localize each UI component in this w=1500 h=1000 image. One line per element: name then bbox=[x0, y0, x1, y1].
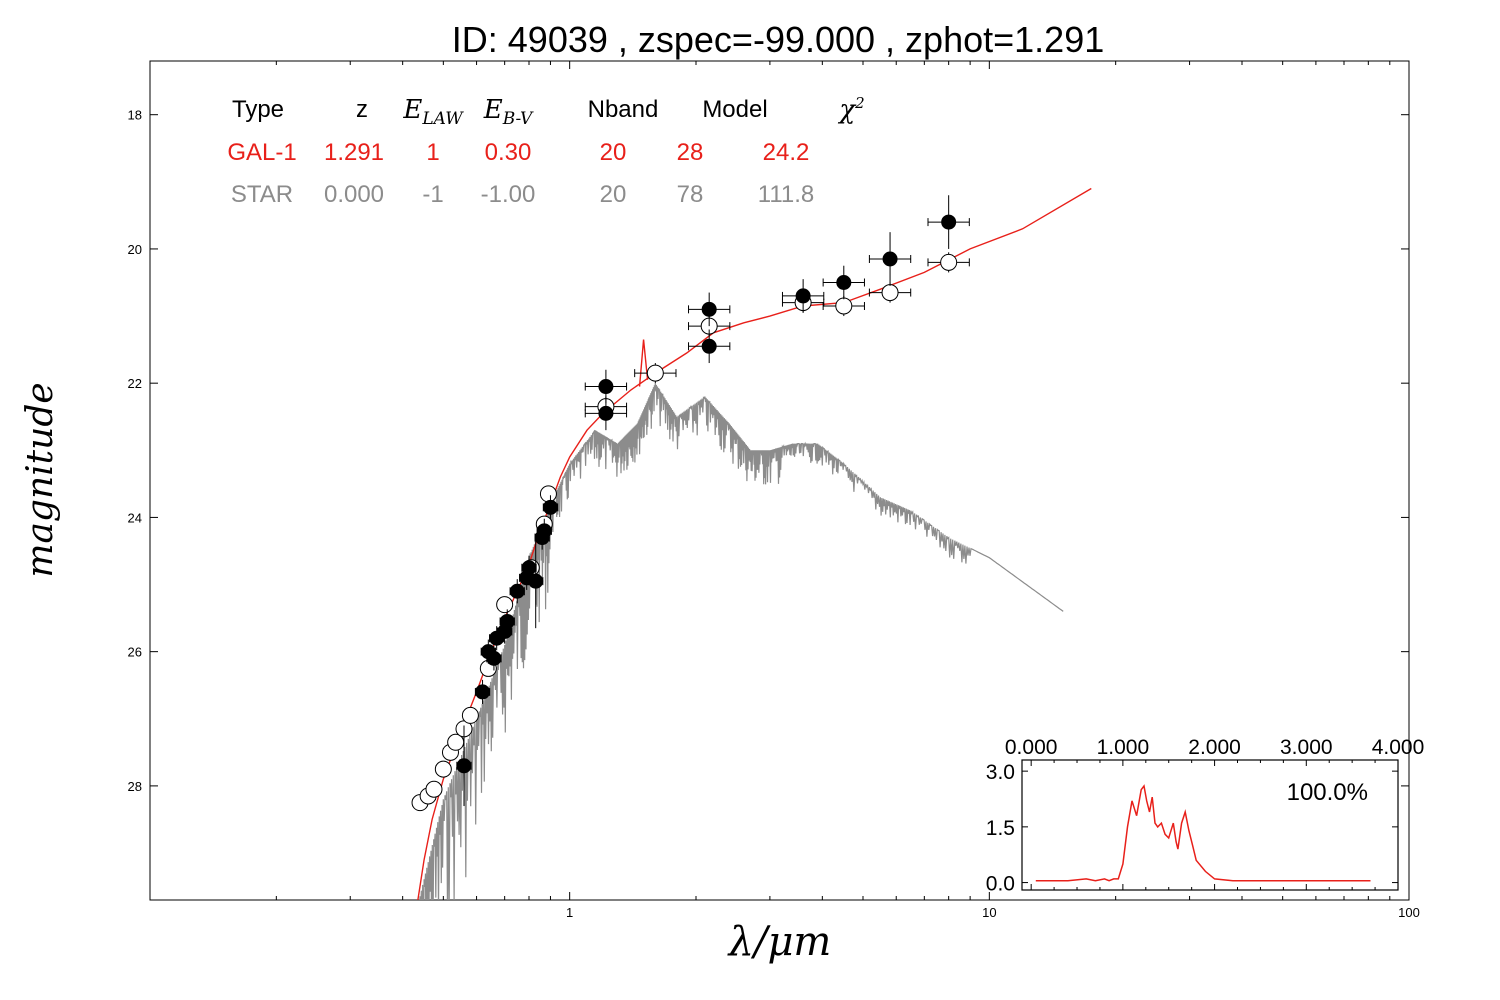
observed-magnitude-point bbox=[475, 684, 491, 700]
model-magnitude-point bbox=[434, 760, 452, 778]
observed-magnitude-point bbox=[509, 583, 525, 599]
legend-cell: -1 bbox=[422, 181, 443, 208]
model-magnitude-point bbox=[425, 780, 443, 798]
legend-cell: 24.2 bbox=[763, 139, 810, 166]
y-tick-label: 22 bbox=[128, 376, 142, 391]
legend-header-ebv: EB-V bbox=[483, 95, 534, 129]
legend-header-nband: Nband bbox=[588, 96, 659, 123]
legend-cell: -1.00 bbox=[481, 181, 536, 208]
legend-cell: 20 bbox=[600, 181, 627, 208]
pdz-inset-series bbox=[1035, 784, 1371, 882]
inset-x-tick-label: 3.000 bbox=[1280, 736, 1333, 759]
y-tick-label: 28 bbox=[128, 779, 142, 794]
main-plot-series bbox=[411, 187, 1092, 900]
model-magnitude-point bbox=[881, 284, 899, 302]
pdz-probability-label: 100.0% bbox=[1287, 779, 1368, 806]
legend-cell: GAL-1 bbox=[227, 139, 296, 166]
inset-y-tick-label: 0.0 bbox=[986, 873, 1015, 896]
observed-magnitude-point bbox=[836, 274, 852, 290]
observed-magnitude-point bbox=[701, 338, 717, 354]
observed-magnitude-point bbox=[882, 251, 898, 267]
x-tick-label: 1 bbox=[566, 905, 573, 920]
x-axis-label: λ/μm bbox=[727, 919, 832, 965]
observed-magnitude-point bbox=[536, 523, 552, 539]
model-magnitude-point bbox=[496, 596, 514, 614]
fit-legend-table: Type z ELAW EB-V Nband Model χ2 GAL-1 1.291 1 0.30… bbox=[227, 94, 864, 208]
figure-title: ID: 49039 , zspec=-99.000 , zphot=1.291 bbox=[452, 19, 1104, 60]
inset-y-tick-label: 1.5 bbox=[986, 817, 1015, 840]
legend-cell: 78 bbox=[677, 181, 704, 208]
legend-header-z: z bbox=[356, 96, 368, 123]
legend-cell: 0.30 bbox=[485, 139, 532, 166]
model-magnitude-point bbox=[646, 364, 664, 382]
observed-magnitude-point bbox=[456, 758, 472, 774]
inset-y-tick-label: 3.0 bbox=[986, 761, 1015, 784]
observed-magnitude-point bbox=[701, 301, 717, 317]
observed-magnitude-point bbox=[598, 405, 614, 421]
pdz-curve bbox=[1035, 784, 1371, 882]
observed-magnitude-point bbox=[941, 214, 957, 230]
x-tick-label: 10 bbox=[982, 905, 996, 920]
main-axis-ticks: 1 10 100 18 20 22 24 26 28 bbox=[128, 61, 1420, 920]
pdz-inset-frame bbox=[1021, 759, 1399, 891]
x-tick-label: 100 bbox=[1398, 905, 1420, 920]
observed-magnitude-point bbox=[598, 379, 614, 395]
y-tick-label: 18 bbox=[128, 108, 142, 123]
galaxy-template-line bbox=[417, 187, 1092, 900]
legend-cell: 0.000 bbox=[324, 181, 384, 208]
model-magnitude-point bbox=[461, 706, 479, 724]
y-axis-label: magnitude bbox=[20, 382, 61, 577]
legend-cell: 1 bbox=[426, 139, 439, 166]
legend-header-elaw: ELAW bbox=[402, 95, 464, 129]
observed-magnitude-point bbox=[528, 573, 544, 589]
inset-x-tick-label: 2.000 bbox=[1188, 736, 1241, 759]
legend-header-chi2: χ2 bbox=[837, 94, 864, 125]
y-tick-label: 24 bbox=[128, 510, 142, 525]
observed-magnitude-point bbox=[542, 499, 558, 515]
inset-x-tick-label: 1.000 bbox=[1097, 736, 1150, 759]
model-magnitude-point bbox=[539, 485, 557, 503]
star-template-line bbox=[419, 383, 1064, 900]
observed-magnitude-point bbox=[486, 650, 502, 666]
pdz-inset-ticks: 0.000 1.000 2.000 3.000 4.000 3.0 1.5 0.0 bbox=[986, 736, 1424, 896]
galaxy-emission-line bbox=[638, 339, 649, 387]
legend-cell: 111.8 bbox=[758, 181, 815, 208]
observed-magnitude-point bbox=[795, 288, 811, 304]
legend-cell: STAR bbox=[231, 181, 293, 208]
model-magnitude-point bbox=[940, 253, 958, 271]
inset-x-tick-label: 0.000 bbox=[1005, 736, 1058, 759]
y-tick-label: 26 bbox=[128, 645, 142, 660]
model-magnitude-point bbox=[835, 297, 853, 315]
observed-magnitude-point bbox=[521, 560, 537, 576]
legend-cell: 1.291 bbox=[324, 139, 384, 166]
legend-cell: 20 bbox=[600, 139, 627, 166]
legend-header-model: Model bbox=[702, 96, 767, 123]
inset-x-tick-label: 4.000 bbox=[1372, 736, 1425, 759]
legend-cell: 28 bbox=[677, 139, 704, 166]
legend-header-type: Type bbox=[232, 96, 284, 123]
y-tick-label: 20 bbox=[128, 242, 142, 257]
observed-magnitude-point bbox=[499, 613, 515, 629]
